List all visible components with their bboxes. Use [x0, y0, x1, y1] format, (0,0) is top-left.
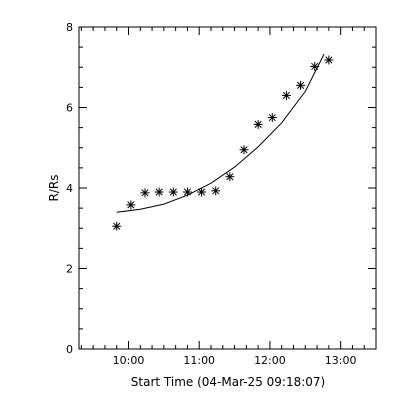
- data-point: [140, 188, 150, 198]
- data-point: [126, 200, 136, 210]
- x-tick-label: 12:00: [254, 354, 286, 367]
- fit-curve: [116, 53, 325, 213]
- data-point: [324, 55, 334, 65]
- y-tick-label: 6: [66, 102, 73, 115]
- data-point: [281, 90, 291, 100]
- tick-labels: 0 2 4 6 8 10:00 11:00 12:00 13:00: [66, 21, 356, 367]
- data-point: [211, 186, 221, 196]
- axis-ticks: [79, 26, 377, 350]
- data-point: [239, 145, 249, 155]
- plot-frame: [78, 26, 377, 350]
- data-point: [154, 187, 164, 197]
- data-point: [168, 187, 178, 197]
- data-point: [267, 113, 277, 123]
- data-point: [225, 172, 235, 182]
- data-point: [112, 221, 122, 231]
- y-tick-label: 8: [66, 21, 73, 34]
- data-markers: [112, 55, 334, 231]
- y-tick-label: 0: [66, 343, 73, 356]
- data-point: [253, 119, 263, 129]
- x-tick-label: 11:00: [183, 354, 215, 367]
- x-tick-label: 10:00: [113, 354, 145, 367]
- y-axis-label: R/Rs: [47, 175, 61, 202]
- x-tick-label: 13:00: [325, 354, 357, 367]
- data-point: [197, 187, 207, 197]
- data-point: [296, 80, 306, 90]
- x-axis-label: Start Time (04-Mar-25 09:18:07): [131, 375, 325, 389]
- y-tick-label: 2: [66, 263, 73, 276]
- y-tick-label: 4: [66, 182, 73, 195]
- data-point: [182, 187, 192, 197]
- data-point: [310, 61, 320, 71]
